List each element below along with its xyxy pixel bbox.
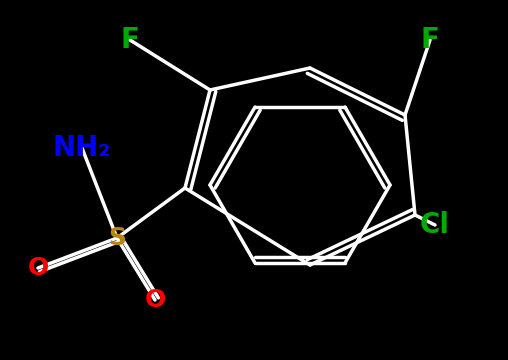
Text: Cl: Cl xyxy=(420,211,450,239)
Text: F: F xyxy=(421,26,439,54)
Text: NH₂: NH₂ xyxy=(53,134,111,162)
Text: O: O xyxy=(144,288,166,312)
Text: S: S xyxy=(108,226,126,250)
Text: O: O xyxy=(27,256,49,280)
Text: F: F xyxy=(120,26,139,54)
